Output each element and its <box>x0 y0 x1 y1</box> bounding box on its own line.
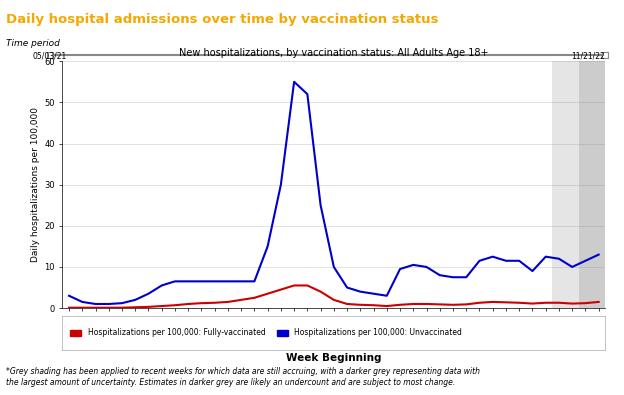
Legend: Hospitalizations per 100,000: Fully-vaccinated, Hospitalizations per 100,000: Un: Hospitalizations per 100,000: Fully-vacc… <box>66 324 466 341</box>
Y-axis label: Daily hospitalizations per 100,000: Daily hospitalizations per 100,000 <box>31 107 40 262</box>
Text: Time period: Time period <box>6 40 60 48</box>
Text: 11/21/22: 11/21/22 <box>572 51 605 60</box>
Bar <box>552 61 579 308</box>
Bar <box>579 61 605 308</box>
Text: Daily hospital admissions over time by vaccination status: Daily hospital admissions over time by v… <box>6 13 439 26</box>
Text: *Grey shading has been applied to recent weeks for which data are still accruing: *Grey shading has been applied to recent… <box>6 367 480 387</box>
Text: 05/03/21: 05/03/21 <box>33 51 67 60</box>
Title: New hospitalizations, by vaccination status: All Adults Age 18+: New hospitalizations, by vaccination sta… <box>179 48 489 58</box>
X-axis label: Week Beginning: Week Beginning <box>286 352 382 363</box>
Text: Data as of: 11/21/22: Data as of: 11/21/22 <box>526 15 618 24</box>
